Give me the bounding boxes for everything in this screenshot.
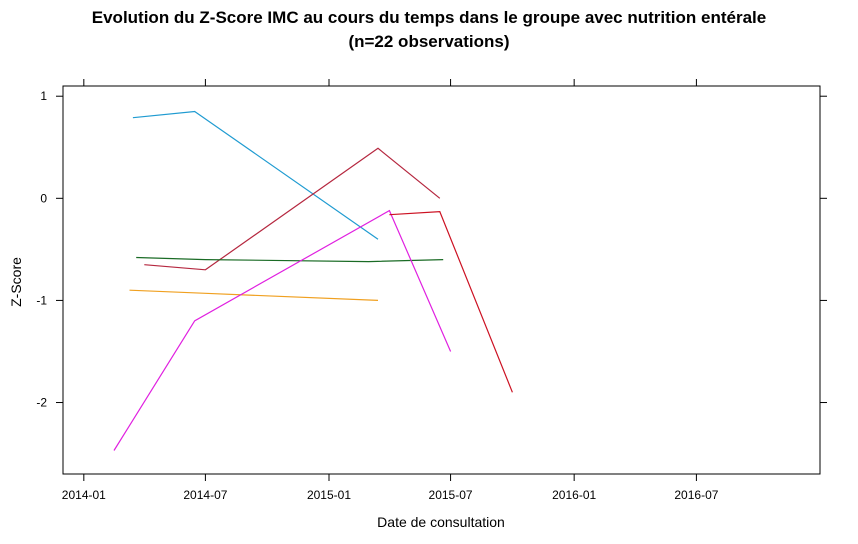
- x-tick-label: 2015-07: [429, 488, 473, 502]
- series-lines: [113, 110, 513, 451]
- chart-title-line1: Evolution du Z-Score IMC au cours du tem…: [91, 8, 767, 27]
- y-tick-label: -1: [36, 293, 47, 307]
- series-line-2: [144, 147, 441, 271]
- x-tick-label: 2014-07: [183, 488, 227, 502]
- series-line-5: [113, 209, 452, 451]
- series-line-1: [132, 110, 379, 240]
- axis-ticks: 2014-01 2014-07 2015-01 2015-07 2016-01 2016-…: [36, 79, 827, 502]
- series-line-6: [389, 210, 513, 393]
- y-tick-label: 0: [40, 191, 47, 205]
- x-axis-label: Date de consultation: [377, 514, 505, 530]
- series-line-3: [136, 256, 444, 263]
- chart-title-line2: (n=22 observations): [348, 32, 510, 51]
- x-tick-label: 2015-01: [307, 488, 351, 502]
- y-tick-label: 1: [40, 89, 47, 103]
- y-tick-label: -2: [36, 396, 47, 410]
- x-tick-label: 2016-01: [552, 488, 596, 502]
- series-line-4: [129, 289, 379, 301]
- chart-title: Evolution du Z-Score IMC au cours du tem…: [0, 6, 858, 54]
- x-tick-label: 2014-01: [62, 488, 106, 502]
- plot-area-frame: [62, 85, 821, 475]
- y-axis-label: Z-Score: [8, 257, 24, 307]
- x-tick-label: 2016-07: [674, 488, 718, 502]
